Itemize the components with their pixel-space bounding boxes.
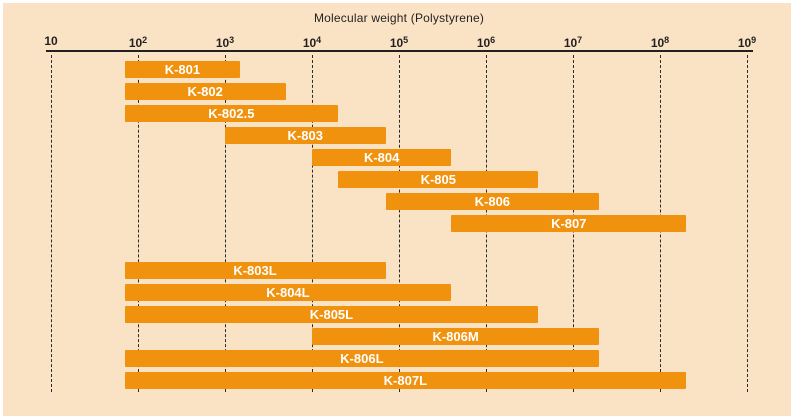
range-bar-k-801: K-801 — [124, 61, 241, 78]
range-bar-k-806l: K-806L — [124, 350, 600, 367]
mw-range-chart-panel: Molecular weight (Polystyrene) 10 102 103 1… — [3, 3, 791, 416]
range-bar-k-806: K-806 — [385, 193, 600, 210]
gridline-10e1 — [51, 55, 52, 392]
x-axis-line — [46, 50, 753, 52]
range-bar-k-805l: K-805L — [124, 306, 539, 323]
range-bar-k-803l: K-803L — [124, 262, 386, 279]
x-tick-label-10e2: 102 — [128, 35, 148, 50]
gridline-10e2 — [138, 55, 139, 392]
range-bar-k-802-5: K-802.5 — [124, 105, 339, 122]
gridline-10e5 — [399, 55, 400, 392]
range-bar-k-806m: K-806M — [312, 328, 600, 345]
chart-title: Molecular weight (Polystyrene) — [313, 11, 485, 25]
x-tick-label-10e9: 109 — [737, 35, 757, 50]
range-bar-k-804: K-804 — [312, 149, 452, 166]
range-bar-k-807: K-807 — [451, 215, 687, 232]
range-bar-k-807l: K-807L — [124, 372, 687, 389]
x-tick-label-10e5: 105 — [389, 35, 409, 50]
range-bar-k-803: K-803 — [225, 127, 386, 144]
x-tick-label-10e4: 104 — [302, 35, 322, 50]
range-bar-k-802: K-802 — [124, 83, 286, 100]
x-tick-label-10e8: 108 — [650, 35, 670, 50]
x-tick-label-10e7: 107 — [563, 35, 583, 50]
x-tick-label-10e6: 106 — [476, 35, 496, 50]
gridline-10e4 — [312, 55, 313, 392]
gridline-10e3 — [225, 55, 226, 392]
x-tick-label-10e1: 10 — [44, 34, 58, 48]
gridline-10e9 — [747, 55, 748, 392]
range-bar-k-805: K-805 — [338, 171, 539, 188]
range-bar-k-804l: K-804L — [124, 284, 452, 301]
x-tick-label-10e3: 103 — [215, 35, 235, 50]
